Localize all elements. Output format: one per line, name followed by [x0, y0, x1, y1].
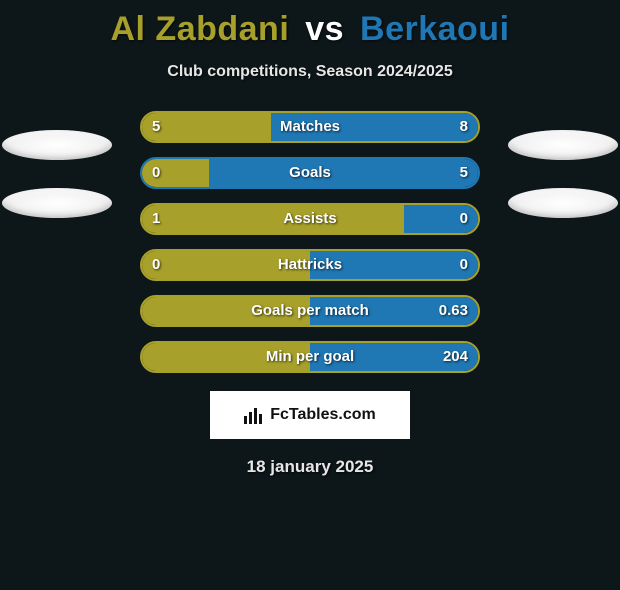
stat-bar-track	[140, 341, 480, 373]
stat-value-left: 5	[152, 111, 160, 143]
stat-value-left: 1	[152, 203, 160, 235]
stat-value-right: 0	[460, 203, 468, 235]
stat-bar-track	[140, 295, 480, 327]
stat-bar-right	[209, 159, 478, 187]
source-box: FcTables.com	[210, 391, 410, 439]
stat-row: Hattricks00	[70, 249, 550, 281]
stat-value-right: 5	[460, 157, 468, 189]
date-label: 18 january 2025	[0, 457, 620, 477]
vs-text: vs	[305, 10, 344, 48]
stat-row: Matches58	[70, 111, 550, 143]
stat-bar-left	[142, 297, 310, 325]
stat-bar-left	[142, 205, 404, 233]
stat-value-left: 0	[152, 157, 160, 189]
source-label: FcTables.com	[270, 406, 376, 424]
stat-row: Assists10	[70, 203, 550, 235]
stat-bar-left	[142, 251, 310, 279]
stat-row: Min per goal204	[70, 341, 550, 373]
subtitle: Club competitions, Season 2024/2025	[0, 63, 620, 81]
stat-value-right: 204	[443, 341, 468, 373]
stat-bar-track	[140, 111, 480, 143]
player2-name: Berkaoui	[360, 10, 510, 48]
stat-value-right: 8	[460, 111, 468, 143]
stat-row: Goals per match0.63	[70, 295, 550, 327]
player1-name: Al Zabdani	[110, 10, 289, 48]
stat-bar-track	[140, 157, 480, 189]
stat-bar-track	[140, 203, 480, 235]
stat-value-left: 0	[152, 249, 160, 281]
stat-value-right: 0.63	[439, 295, 468, 327]
stat-value-right: 0	[460, 249, 468, 281]
stat-row: Goals05	[70, 157, 550, 189]
bar-chart-icon	[244, 406, 264, 424]
stat-bar-left	[142, 113, 271, 141]
stats-container: Matches58Goals05Assists10Hattricks00Goal…	[70, 111, 550, 373]
stat-bar-right	[310, 251, 478, 279]
stat-bar-left	[142, 343, 310, 371]
stat-bar-right	[271, 113, 478, 141]
stat-bar-track	[140, 249, 480, 281]
page-title: Al Zabdani vs Berkaoui	[0, 10, 620, 49]
